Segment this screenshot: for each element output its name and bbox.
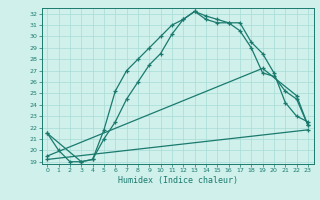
- X-axis label: Humidex (Indice chaleur): Humidex (Indice chaleur): [118, 176, 237, 185]
